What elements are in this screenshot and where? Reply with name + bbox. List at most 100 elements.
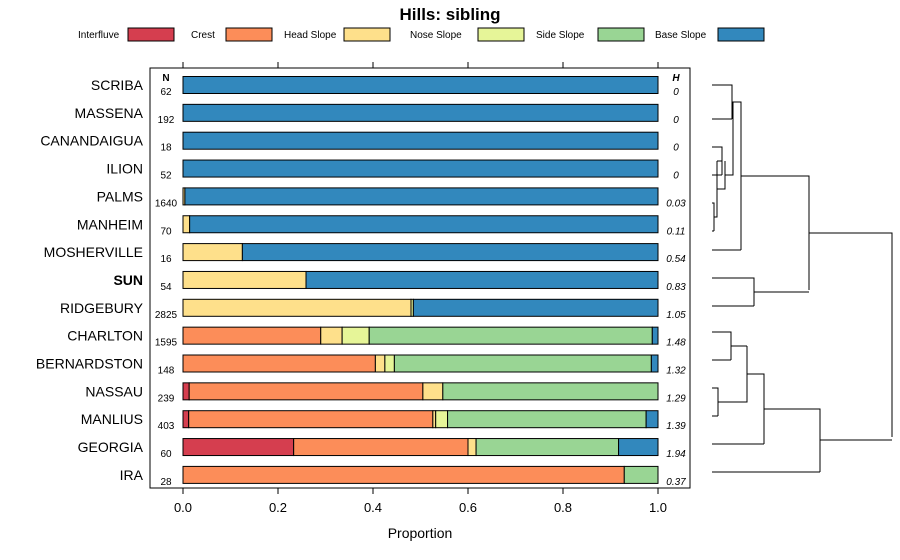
row-h-value: 0.11 (667, 226, 686, 237)
bar-segment-crest (188, 410, 434, 429)
row-label: IRA (120, 467, 144, 483)
x-tick-label: 0.4 (364, 500, 382, 515)
bar-segment-side-slope (393, 354, 652, 373)
x-axis-label: Proportion (388, 525, 453, 541)
legend-swatch-crest (225, 27, 273, 42)
row-palms: PALMS 1640 0.03 (97, 187, 686, 209)
row-n-value: 28 (160, 477, 172, 488)
bar-segment-base-slope (650, 354, 659, 373)
legend-label-side-slope: Side Slope (536, 30, 585, 41)
x-tick-label: 0.0 (174, 500, 192, 515)
legend-label-base-slope: Base Slope (655, 30, 707, 41)
row-h-value: 1.94 (666, 449, 686, 460)
row-manlius: MANLIUS 403 1.39 (81, 410, 686, 432)
bar-segment-base-slope (241, 243, 659, 262)
row-h-value: 0.54 (666, 254, 686, 265)
bar-segment-side-slope (447, 410, 647, 429)
row-mosherville: MOSHERVILLE 16 0.54 (44, 243, 686, 265)
bar-segment-side-slope (442, 382, 659, 401)
bar-segment-base-slope (182, 159, 659, 178)
bar-segment-base-slope (645, 410, 659, 429)
row-h-value: 1.29 (666, 393, 686, 404)
row-h-value: 0.03 (666, 198, 686, 209)
bar-segment-head-slope (182, 298, 412, 317)
bar-segment-base-slope (651, 326, 659, 345)
row-nassau: NASSAU 239 1.29 (85, 382, 686, 404)
row-h-value: 0 (673, 171, 679, 182)
x-tick-label: 0.2 (269, 500, 287, 515)
bar-segment-base-slope (182, 103, 659, 122)
row-label: CANANDAIGUA (40, 133, 143, 149)
legend-label-nose-slope: Nose Slope (410, 30, 462, 41)
row-h-value: 1.48 (666, 338, 686, 349)
legend-label-crest: Crest (191, 30, 215, 41)
x-tick-label: 0.8 (554, 500, 572, 515)
bar-segment-base-slope (412, 298, 659, 317)
bar-segment-crest (293, 438, 469, 457)
row-label: RIDGEBURY (60, 300, 144, 316)
row-h-value: 1.05 (666, 310, 686, 321)
bar-rows: SCRIBA 62 0 MASSENA 192 0 CANANDAIGUA 18 0 ILION 5… (36, 76, 686, 488)
row-h-value: 0.83 (666, 282, 686, 293)
row-label: MASSENA (75, 105, 144, 121)
bar-segment-head-slope (182, 270, 307, 289)
row-charlton: CHARLTON 1595 1.48 (67, 326, 686, 349)
row-n-value: 62 (160, 87, 172, 98)
bar-segment-head-slope (467, 438, 477, 457)
legend-swatch-side-slope (597, 27, 645, 42)
bar-segment-head-slope (374, 354, 386, 373)
legend-swatch-head-slope (343, 27, 391, 42)
bar-segment-side-slope (475, 438, 620, 457)
legend: Interfluve Crest Head Slope Nose Slope Side … (78, 27, 765, 42)
bar-segment-nose-slope (435, 410, 449, 429)
bar-segment-crest (182, 354, 376, 373)
bar-segment-base-slope (182, 131, 659, 150)
row-n-value: 52 (160, 171, 172, 182)
legend-label-interfluve: Interfluve (78, 30, 120, 41)
row-manheim: MANHEIM 70 0.11 (77, 215, 686, 237)
bar-segment-side-slope (623, 465, 659, 484)
legend-swatch-nose-slope (477, 27, 525, 42)
row-label: BERNARDSTON (36, 356, 143, 372)
bar-segment-nose-slope (341, 326, 370, 345)
bar-segment-base-slope (618, 438, 659, 457)
row-sun: SUN 54 0.83 (113, 270, 686, 293)
row-n-value: 18 (160, 143, 172, 154)
row-bernardston: BERNARDSTON 148 1.32 (36, 354, 686, 377)
bar-segment-nose-slope (384, 354, 395, 373)
chart-title: Hills: sibling (399, 5, 500, 24)
row-label: MOSHERVILLE (44, 244, 143, 260)
row-n-value: 60 (160, 449, 172, 460)
row-label: CHARLTON (67, 328, 143, 344)
row-n-value: 70 (160, 226, 172, 237)
bar-segment-base-slope (182, 76, 659, 94)
row-canandaigua: CANANDAIGUA 18 0 (40, 131, 679, 154)
x-axis: 0.0 0.2 0.4 0.6 0.8 1.0 (174, 62, 667, 515)
bar-segment-head-slope (320, 326, 343, 345)
row-h-value: 0 (673, 115, 679, 126)
n-header: N (162, 73, 169, 84)
bar-segment-base-slope (305, 270, 659, 289)
row-label: NASSAU (85, 383, 143, 399)
bar-segment-head-slope (182, 243, 243, 262)
x-tick-label: 1.0 (649, 500, 667, 515)
row-label: MANHEIM (77, 216, 143, 232)
row-h-value: 0 (673, 143, 679, 154)
bar-segment-crest (188, 382, 424, 401)
bar-segment-interfluve (182, 382, 190, 401)
bar-segment-interfluve (182, 438, 295, 457)
bar-segment-side-slope (368, 326, 653, 345)
row-label: MANLIUS (81, 411, 143, 427)
row-n-value: 239 (158, 393, 175, 404)
row-n-value: 54 (160, 282, 172, 293)
row-ridgebury: RIDGEBURY 2825 1.05 (60, 298, 686, 321)
row-n-value: 2825 (155, 310, 178, 321)
row-label: GEORGIA (78, 439, 144, 455)
row-n-value: 1640 (155, 198, 178, 209)
row-ira: IRA 28 0.37 (120, 465, 686, 488)
row-h-value: 0.37 (666, 477, 686, 488)
row-label: ILION (106, 161, 143, 177)
legend-swatch-base-slope (717, 27, 765, 42)
bar-segment-head-slope (182, 215, 191, 234)
legend-label-head-slope: Head Slope (284, 30, 337, 41)
